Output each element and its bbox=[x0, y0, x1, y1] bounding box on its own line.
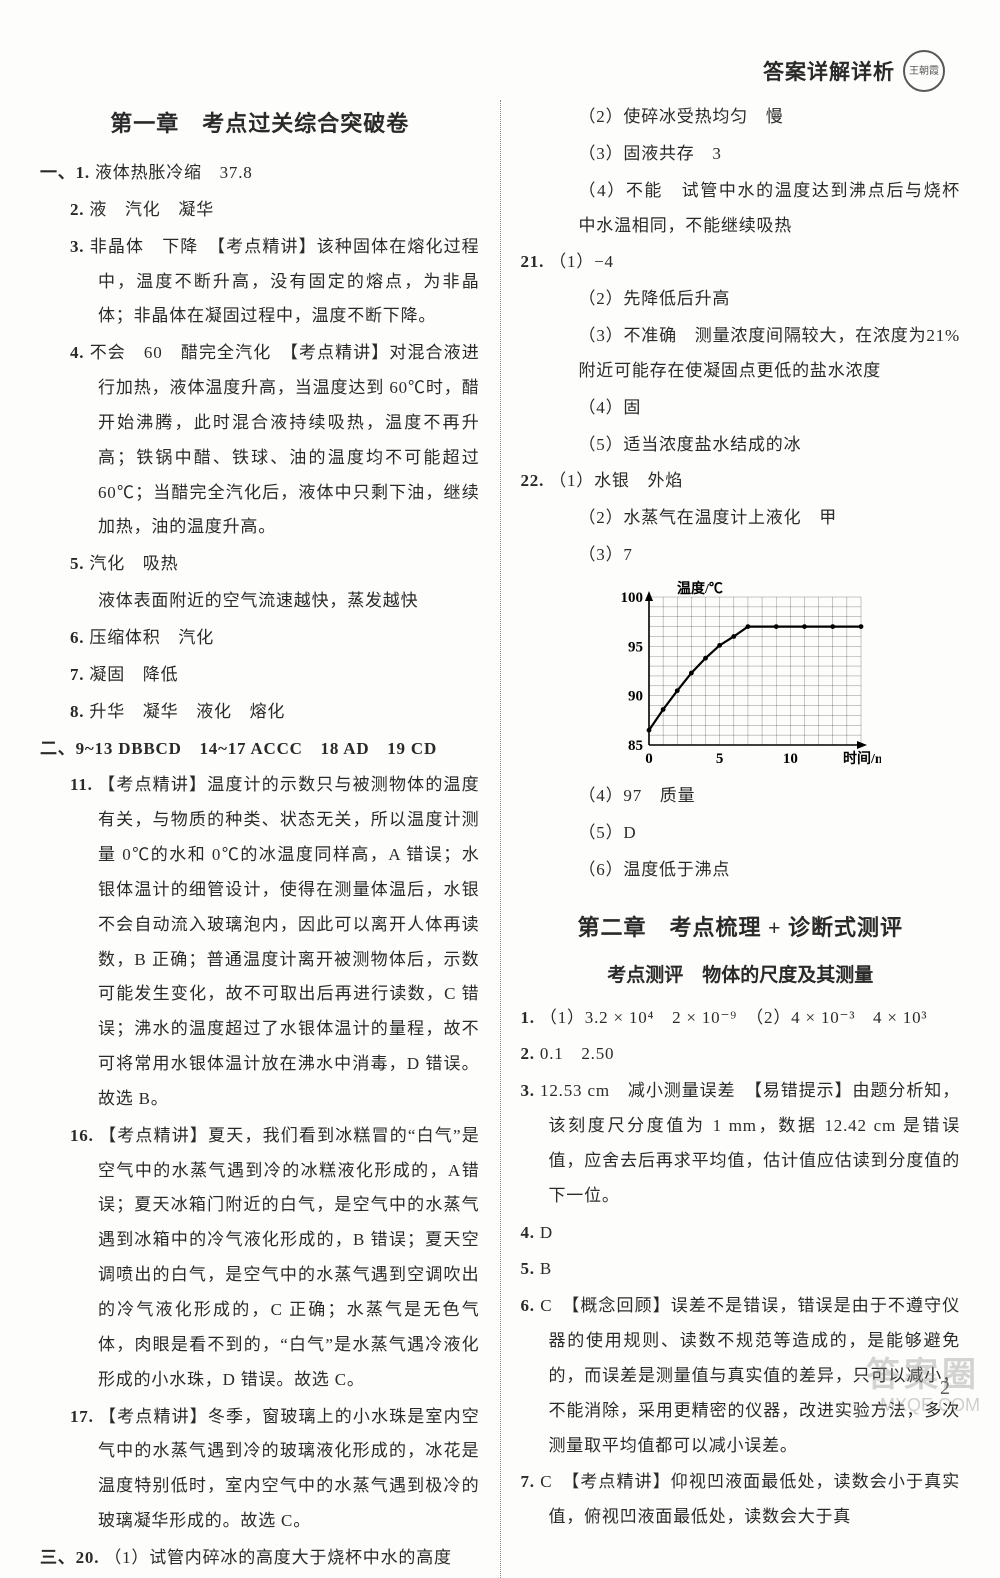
sec3: 三、20. （1）试管内碎冰的高度大于烧杯中水的高度 bbox=[40, 1541, 480, 1576]
q11-text: 【考点精讲】温度计的示数只与被测物体的温度有关，与物质的种类、状态无关，所以温度… bbox=[98, 775, 480, 1108]
c2-3-lead: 3. bbox=[521, 1081, 541, 1100]
column-divider bbox=[500, 100, 501, 1578]
r22-5: （5）D bbox=[521, 816, 961, 851]
r22-2: （2）水蒸气在温度计上液化 甲 bbox=[521, 501, 961, 536]
q4-lead: 4. bbox=[70, 343, 90, 362]
svg-text:95: 95 bbox=[628, 639, 643, 655]
r20-3: （3）固液共存 3 bbox=[521, 137, 961, 172]
chapter-1-title: 第一章 考点过关综合突破卷 bbox=[40, 106, 480, 138]
r22-3: （3）7 bbox=[521, 538, 961, 573]
q5a: 5. 汽化 吸热 bbox=[40, 547, 480, 582]
c2-2-text: 0.1 2.50 bbox=[540, 1044, 614, 1063]
q11-lead: 11. bbox=[70, 775, 98, 794]
c2-1: 1. （1）3.2 × 10⁴ 2 × 10⁻⁹ （2）4 × 10⁻³ 4 ×… bbox=[521, 1001, 961, 1036]
svg-text:85: 85 bbox=[628, 738, 643, 754]
c2-5-text: B bbox=[540, 1259, 552, 1278]
r22-1: 22. （1）水银 外焰 bbox=[521, 464, 961, 499]
r20-2: （2）使碎冰受热均匀 慢 bbox=[521, 100, 961, 135]
sec3-text: （1）试管内碎冰的高度大于烧杯中水的高度 bbox=[104, 1548, 452, 1567]
c2-3: 3. 12.53 cm 减小测量误差 【易错提示】由题分析知，该刻度尺分度值为 … bbox=[521, 1074, 961, 1213]
q16-text: 【考点精讲】夏天，我们看到冰糕冒的“白气”是空气中的水蒸气遇到冷的冰糕液化形成的… bbox=[98, 1126, 480, 1389]
r21-1: 21. （1）−4 bbox=[521, 245, 961, 280]
c2-6-lead: 6. bbox=[521, 1296, 541, 1315]
c2-1-text: （1）3.2 × 10⁴ 2 × 10⁻⁹ （2）4 × 10⁻³ 4 × 10… bbox=[540, 1008, 927, 1027]
r21-3: （3）不准确 测量浓度间隔较大，在浓度为21%附近可能存在使凝固点更低的盐水浓度 bbox=[521, 319, 961, 389]
q11: 11. 【考点精讲】温度计的示数只与被测物体的温度有关，与物质的种类、状态无关，… bbox=[40, 768, 480, 1116]
svg-text:10: 10 bbox=[782, 751, 797, 767]
svg-text:温度/℃: 温度/℃ bbox=[677, 580, 723, 597]
svg-text:90: 90 bbox=[628, 689, 643, 705]
q6-lead: 6. bbox=[70, 628, 89, 647]
q4-text: 不会 60 醋完全汽化 【考点精讲】对混合液进行加热，液体温度升高，当温度达到 … bbox=[90, 343, 480, 536]
r22-lead: 22. bbox=[521, 471, 550, 490]
q16: 16. 【考点精讲】夏天，我们看到冰糕冒的“白气”是空气中的水蒸气遇到冷的冰糕液… bbox=[40, 1119, 480, 1398]
c2-4-lead: 4. bbox=[521, 1223, 540, 1242]
watermark-line2: MXQE.COM bbox=[866, 1395, 980, 1417]
r21-4: （4）固 bbox=[521, 391, 961, 426]
q6: 6. 压缩体积 汽化 bbox=[40, 621, 480, 656]
sec1-lead: 一、1. bbox=[40, 163, 95, 182]
q1: 一、1. 液体热胀冷缩 37.8 bbox=[40, 156, 480, 191]
q4: 4. 不会 60 醋完全汽化 【考点精讲】对混合液进行加热，液体温度升高，当温度… bbox=[40, 336, 480, 545]
seal-logo: 王朝霞 bbox=[903, 50, 945, 92]
watermark: 答案圈 MXQE.COM bbox=[866, 1355, 980, 1417]
left-column: 第一章 考点过关综合突破卷 一、1. 液体热胀冷缩 37.8 2. 液 汽化 凝… bbox=[40, 100, 480, 1578]
q8-text: 升华 凝华 液化 熔化 bbox=[89, 702, 285, 721]
q5-lead: 5. bbox=[70, 554, 89, 573]
q7-lead: 7. bbox=[70, 665, 89, 684]
r22-1-text: （1）水银 外焰 bbox=[549, 471, 683, 490]
q8-lead: 8. bbox=[70, 702, 89, 721]
q7-text: 凝固 降低 bbox=[89, 665, 178, 684]
q2: 2. 液 汽化 凝华 bbox=[40, 193, 480, 228]
r20-4: （4）不能 试管中水的温度达到沸点后与烧杯中水温相同，不能继续吸热 bbox=[521, 174, 961, 244]
q3: 3. 非晶体 下降 【考点精讲】该种固体在熔化过程中，温度不断升高，没有固定的熔… bbox=[40, 230, 480, 335]
r22-6: （6）温度低于沸点 bbox=[521, 853, 961, 888]
r21-2: （2）先降低后升高 bbox=[521, 282, 961, 317]
q3-lead: 3. bbox=[70, 237, 90, 256]
q3-text: 非晶体 下降 【考点精讲】该种固体在熔化过程中，温度不断升高，没有固定的熔点，为… bbox=[90, 237, 480, 326]
q1-text: 液体热胀冷缩 37.8 bbox=[95, 163, 253, 182]
r21-lead: 21. bbox=[521, 252, 550, 271]
r21-1-text: （1）−4 bbox=[549, 252, 614, 271]
c2-3-text: 12.53 cm 减小测量误差 【易错提示】由题分析知，该刻度尺分度值为 1 m… bbox=[540, 1081, 960, 1205]
q17-lead: 17. bbox=[70, 1407, 99, 1426]
c2-4-text: D bbox=[540, 1223, 553, 1242]
sec2: 二、9~13 DBBCD 14~17 ACCC 18 AD 19 CD bbox=[40, 732, 480, 767]
c2-2-lead: 2. bbox=[521, 1044, 540, 1063]
r22-4: （4）97 质量 bbox=[521, 779, 961, 814]
sec3-lead: 三、20. bbox=[40, 1548, 104, 1567]
c2-7-text: C 【考点精讲】仰视凹液面最低处，读数会小于真实值，俯视凹液面最低处，读数会大于… bbox=[540, 1472, 960, 1526]
svg-text:5: 5 bbox=[715, 751, 723, 767]
c2-1-lead: 1. bbox=[521, 1008, 540, 1027]
c2-5: 5. B bbox=[521, 1252, 961, 1287]
q6-text: 压缩体积 汽化 bbox=[89, 628, 214, 647]
q5a-text: 汽化 吸热 bbox=[89, 554, 178, 573]
svg-text:100: 100 bbox=[620, 590, 643, 606]
c2-5-lead: 5. bbox=[521, 1259, 540, 1278]
temperature-chart: 85 90 95 100 0 5 10 温度/℃ 时间/min bbox=[521, 579, 961, 769]
q7: 7. 凝固 降低 bbox=[40, 658, 480, 693]
chapter-2-subtitle: 考点测评 物体的尺度及其测量 bbox=[521, 960, 961, 987]
watermark-line1: 答案圈 bbox=[866, 1355, 980, 1396]
q5b: 液体表面附近的空气流速越快，蒸发越快 bbox=[40, 584, 480, 619]
page-header-title: 答案详解详析 bbox=[763, 56, 895, 86]
q17: 17. 【考点精讲】冬季，窗玻璃上的小水珠是室内空气中的水蒸气遇到冷的玻璃液化形… bbox=[40, 1400, 480, 1539]
svg-text:时间/min: 时间/min bbox=[843, 750, 881, 767]
chapter-2-title: 第二章 考点梳理 + 诊断式测评 bbox=[521, 910, 961, 942]
q2-text: 液 汽化 凝华 bbox=[89, 200, 214, 219]
c2-7-lead: 7. bbox=[521, 1472, 541, 1491]
q17-text: 【考点精讲】冬季，窗玻璃上的小水珠是室内空气中的水蒸气遇到冷的玻璃液化形成的，冰… bbox=[98, 1407, 480, 1531]
q8: 8. 升华 凝华 液化 熔化 bbox=[40, 695, 480, 730]
c2-7: 7. C 【考点精讲】仰视凹液面最低处，读数会小于真实值，俯视凹液面最低处，读数… bbox=[521, 1465, 961, 1535]
q16-lead: 16. bbox=[70, 1126, 99, 1145]
r21-5: （5）适当浓度盐水结成的冰 bbox=[521, 428, 961, 463]
q2-lead: 2. bbox=[70, 200, 89, 219]
c2-4: 4. D bbox=[521, 1216, 961, 1251]
c2-2: 2. 0.1 2.50 bbox=[521, 1037, 961, 1072]
svg-text:0: 0 bbox=[645, 751, 653, 767]
